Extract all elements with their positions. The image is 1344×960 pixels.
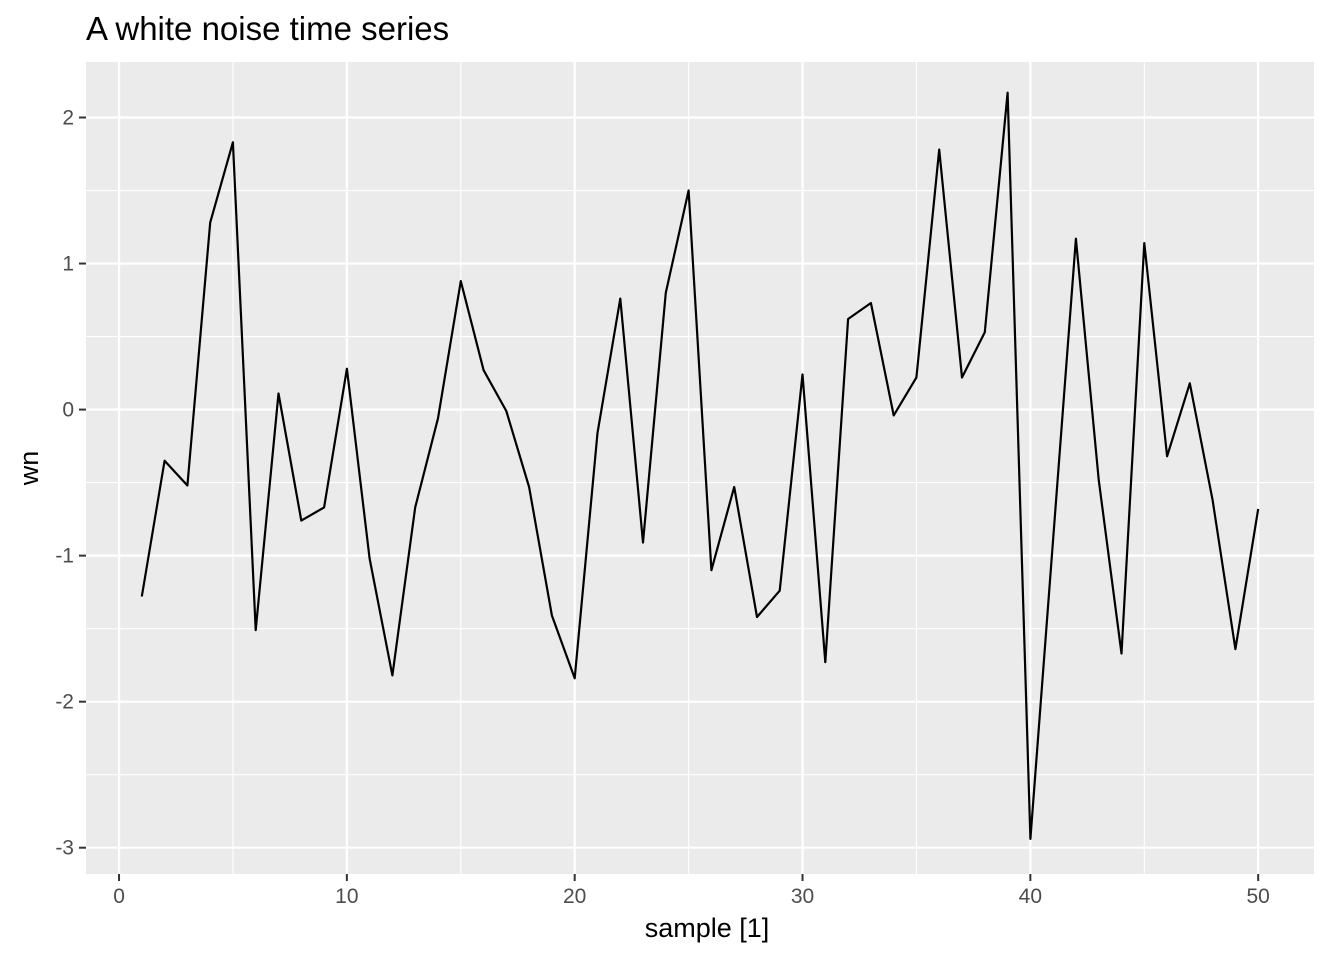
- chart-title: A white noise time series: [86, 10, 449, 47]
- y-axis-title: wn: [14, 451, 44, 487]
- y-axis: -3 -2 -1 0 1 2: [55, 106, 86, 860]
- y-tick-label: 0: [62, 399, 74, 422]
- x-tick-label: 20: [563, 885, 586, 908]
- x-axis-title: sample [1]: [645, 913, 770, 943]
- x-tick-label: 40: [1019, 885, 1042, 908]
- y-tick-label: 1: [62, 253, 74, 276]
- x-tick-label: 50: [1247, 885, 1270, 908]
- y-tick-label: -2: [55, 691, 74, 714]
- series-line: [140, 91, 1260, 840]
- x-tick-label: 0: [113, 885, 125, 908]
- plot-panel: [86, 62, 1314, 874]
- y-tick-label: -1: [55, 545, 74, 568]
- y-tick-label: 2: [62, 106, 74, 129]
- x-axis: 0 10 20 30 40 50: [113, 874, 1270, 908]
- y-tick-label: -3: [55, 837, 74, 860]
- x-tick-label: 10: [335, 885, 358, 908]
- grid-major: [86, 62, 1314, 874]
- x-tick-label: 30: [791, 885, 814, 908]
